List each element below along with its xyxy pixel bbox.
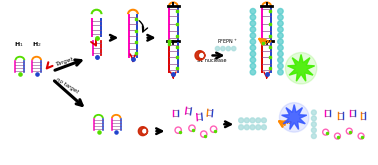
Circle shape bbox=[250, 45, 256, 50]
Circle shape bbox=[278, 27, 283, 32]
Circle shape bbox=[250, 39, 256, 44]
Circle shape bbox=[278, 15, 283, 20]
Circle shape bbox=[244, 125, 249, 130]
Text: H$_1$: H$_1$ bbox=[14, 40, 24, 49]
Text: PFEPN$^+$: PFEPN$^+$ bbox=[217, 37, 237, 46]
Circle shape bbox=[250, 125, 255, 130]
Circle shape bbox=[278, 45, 283, 50]
Circle shape bbox=[285, 52, 317, 84]
Circle shape bbox=[250, 15, 256, 20]
Circle shape bbox=[311, 122, 316, 127]
Circle shape bbox=[311, 116, 316, 121]
Text: hν: hν bbox=[283, 120, 292, 125]
Circle shape bbox=[278, 8, 283, 14]
Polygon shape bbox=[195, 51, 205, 60]
Circle shape bbox=[250, 63, 256, 69]
Circle shape bbox=[250, 21, 256, 26]
Text: S1 nuclease: S1 nuclease bbox=[197, 58, 226, 63]
Circle shape bbox=[311, 128, 316, 133]
Circle shape bbox=[278, 39, 283, 44]
Circle shape bbox=[250, 27, 256, 32]
Circle shape bbox=[278, 57, 283, 63]
Polygon shape bbox=[138, 127, 147, 136]
Circle shape bbox=[226, 46, 231, 51]
Circle shape bbox=[250, 69, 256, 75]
Polygon shape bbox=[282, 105, 307, 129]
Circle shape bbox=[232, 46, 236, 51]
Circle shape bbox=[250, 51, 256, 57]
Circle shape bbox=[278, 51, 283, 57]
Circle shape bbox=[279, 103, 309, 132]
Circle shape bbox=[311, 110, 316, 115]
Circle shape bbox=[239, 125, 243, 130]
Circle shape bbox=[262, 125, 266, 130]
Circle shape bbox=[250, 118, 255, 123]
Circle shape bbox=[256, 118, 261, 123]
Circle shape bbox=[221, 46, 225, 51]
Circle shape bbox=[278, 21, 283, 26]
Circle shape bbox=[250, 33, 256, 38]
Circle shape bbox=[262, 118, 266, 123]
Polygon shape bbox=[288, 54, 314, 81]
Circle shape bbox=[250, 8, 256, 14]
Text: H$_2$: H$_2$ bbox=[32, 40, 41, 49]
Text: no target: no target bbox=[55, 77, 79, 95]
Circle shape bbox=[256, 125, 261, 130]
Text: hν: hν bbox=[264, 39, 273, 44]
Circle shape bbox=[278, 63, 283, 69]
Circle shape bbox=[311, 134, 316, 139]
Circle shape bbox=[244, 118, 249, 123]
Text: Target: Target bbox=[55, 57, 74, 67]
Circle shape bbox=[250, 57, 256, 63]
Circle shape bbox=[278, 33, 283, 38]
Circle shape bbox=[239, 118, 243, 123]
Circle shape bbox=[278, 69, 283, 75]
Circle shape bbox=[215, 46, 220, 51]
